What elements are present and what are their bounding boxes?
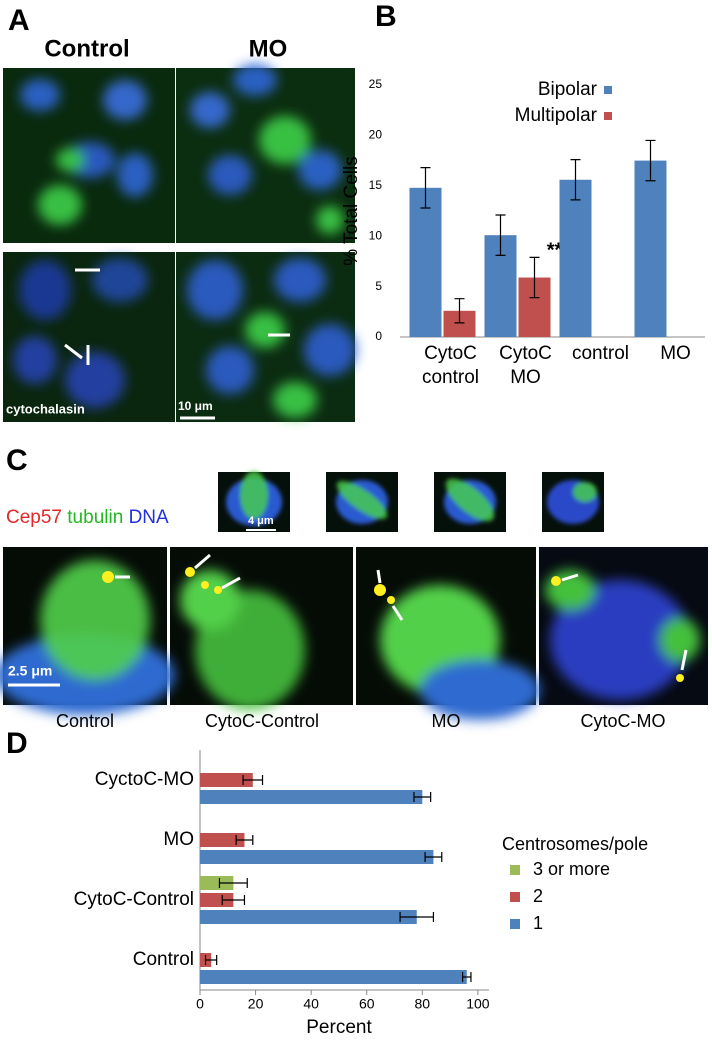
legend-swatch (604, 112, 612, 120)
y-tick-label: CytoC-Control (74, 889, 194, 910)
panel-label: A (8, 4, 30, 37)
stain: DNA (129, 507, 169, 528)
error-bar (424, 852, 443, 862)
legend-swatch (604, 86, 612, 94)
bar (200, 910, 417, 924)
x-tick-label: 80 (415, 996, 431, 1012)
stain-legend: Cep57 tubulin DNA (6, 507, 169, 528)
bar (200, 876, 234, 890)
y-tick-label: Control (133, 949, 194, 970)
image-caption: MO (432, 711, 461, 731)
error-bar (221, 895, 246, 905)
error-bar (454, 298, 465, 324)
micrograph-c-small (218, 471, 604, 532)
error-bar (420, 167, 431, 209)
bar (200, 893, 234, 907)
stain: Cep57 (6, 507, 62, 528)
x-tick-label: CytoC control (421, 343, 480, 388)
y-tick-label: CyctoC-MO (95, 769, 194, 790)
error-bar (529, 256, 540, 299)
panel-label: D (6, 727, 28, 760)
panel-label: C (6, 444, 28, 477)
legend-swatch (510, 919, 520, 929)
micrograph-c-large (0, 547, 708, 720)
error-bar (462, 972, 472, 982)
annotation: ** (547, 240, 563, 262)
x-tick-label: 40 (303, 996, 319, 1012)
error-bar (235, 835, 254, 845)
x-tick-label: 20 (248, 996, 264, 1012)
legend-label: Multipolar (515, 105, 598, 126)
y-tick-label: 20 (369, 128, 383, 142)
y-tick-label: 10 (369, 228, 383, 242)
bar (200, 833, 245, 847)
legend-label: 3 or more (533, 859, 610, 879)
bar (200, 970, 467, 984)
column-heading: Control (44, 35, 129, 62)
error-bar (399, 912, 435, 922)
y-axis-label: % Total Cells (341, 156, 362, 265)
legend-label: Bipolar (538, 79, 598, 100)
image-caption: Control (56, 711, 114, 731)
y-tick-label: 5 (375, 279, 382, 293)
bar (559, 179, 592, 337)
scale-bar-label: 2.5 μm (8, 663, 52, 679)
legend-label: 1 (533, 913, 543, 933)
scale-bar-label: 4 μm (248, 515, 274, 527)
error-bar (645, 139, 656, 182)
x-axis-label: Percent (306, 1017, 372, 1038)
error-bar (242, 775, 264, 785)
image-caption: CytoC-MO (581, 711, 666, 731)
bar (200, 773, 253, 787)
y-tick-label: MO (163, 829, 194, 850)
image-caption: CytoC-Control (205, 711, 319, 731)
x-tick-label: CytoC MO (499, 343, 552, 388)
y-tick-label: 15 (369, 178, 383, 192)
error-bar (570, 158, 581, 201)
bar (200, 790, 423, 804)
legend-swatch (510, 865, 520, 875)
x-tick-label: 100 (466, 996, 490, 1012)
error-bar (204, 955, 218, 965)
x-tick-label: control (571, 343, 630, 364)
error-bar (495, 214, 506, 256)
treatment-label: cytochalasin (6, 401, 85, 416)
bar (634, 160, 667, 337)
error-bar (218, 878, 248, 888)
legend-swatch (510, 892, 520, 902)
legend-label: 2 (533, 886, 543, 906)
scale-bar-label: 10 μm (178, 399, 213, 413)
x-tick-label: MO (660, 343, 691, 364)
micrograph-a (3, 64, 356, 422)
x-tick-label: 0 (196, 996, 204, 1012)
bar (200, 850, 434, 864)
error-bar (413, 792, 432, 802)
stain: tubulin (67, 507, 123, 528)
panel-label: B (375, 0, 397, 33)
y-tick-label: 0 (375, 329, 382, 343)
bar (409, 187, 442, 337)
column-heading: MO (249, 35, 288, 62)
y-tick-label: 25 (369, 77, 383, 91)
legend-title: Centrosomes/pole (502, 834, 648, 854)
x-tick-label: 60 (359, 996, 375, 1012)
